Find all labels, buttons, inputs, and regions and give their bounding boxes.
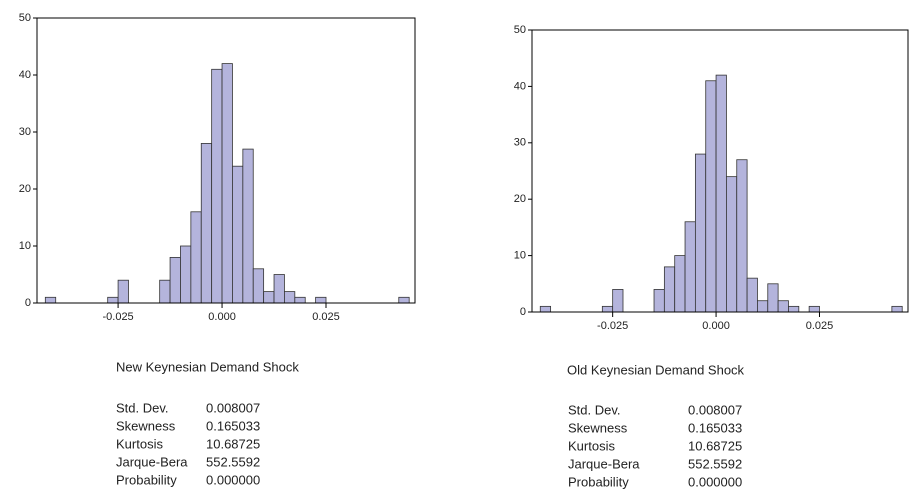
bar xyxy=(653,289,665,313)
chart-title: Old Keynesian Demand Shock xyxy=(567,362,745,377)
stat-value: 0.165033 xyxy=(688,420,742,435)
bar xyxy=(788,305,800,313)
x-tick-label: 0.025 xyxy=(806,320,834,332)
stat-value: 552.5592 xyxy=(206,454,260,469)
bar xyxy=(891,305,903,313)
bar xyxy=(242,148,254,304)
y-tick-label: 20 xyxy=(514,193,526,205)
x-tick-label: -0.025 xyxy=(102,311,133,323)
stat-value: 0.165033 xyxy=(206,418,260,433)
stat-value: 0.008007 xyxy=(206,400,260,415)
y-tick-label: 10 xyxy=(514,250,526,262)
y-tick-label: 20 xyxy=(19,183,31,195)
bar xyxy=(684,221,696,313)
stat-label: Std. Dev. xyxy=(568,402,621,417)
bar xyxy=(777,300,789,313)
stat-label: Jarque-Bera xyxy=(568,456,640,471)
x-tick-label: 0.025 xyxy=(312,311,340,323)
bar xyxy=(252,268,265,304)
stat-value: 0.008007 xyxy=(688,402,742,417)
bar xyxy=(221,63,233,304)
bar xyxy=(736,159,748,313)
bar xyxy=(315,296,327,304)
bar xyxy=(273,274,285,304)
stat-label: Skewness xyxy=(116,418,176,433)
y-tick-label: 40 xyxy=(514,80,526,92)
bar xyxy=(601,305,614,313)
stat-label: Probability xyxy=(116,472,177,487)
bar xyxy=(767,283,779,313)
bar xyxy=(44,296,57,304)
bar xyxy=(694,153,707,313)
chart-title: New Keynesian Demand Shock xyxy=(116,359,299,374)
y-tick-label: 0 xyxy=(520,306,526,318)
bar xyxy=(808,305,820,313)
stat-value: 10.68725 xyxy=(688,438,742,453)
bar xyxy=(757,300,769,313)
stat-label: Jarque-Bera xyxy=(116,454,188,469)
bar xyxy=(705,80,717,313)
bar xyxy=(107,296,119,304)
bar xyxy=(539,305,552,313)
stat-value: 0.000000 xyxy=(688,474,742,489)
stat-value: 0.000000 xyxy=(206,472,260,487)
bar xyxy=(284,291,296,304)
bar xyxy=(180,245,192,304)
stat-label: Kurtosis xyxy=(568,438,615,453)
plot-frame xyxy=(531,29,909,313)
stat-label: Std. Dev. xyxy=(116,400,169,415)
bar xyxy=(232,165,244,304)
bar xyxy=(674,255,686,313)
y-tick-label: 50 xyxy=(514,24,526,36)
y-tick-label: 30 xyxy=(514,137,526,149)
bar xyxy=(726,176,738,313)
bar xyxy=(190,211,202,304)
x-tick-label: 0.000 xyxy=(208,311,236,323)
bar xyxy=(211,68,223,304)
y-tick-label: 40 xyxy=(19,69,31,81)
bar xyxy=(200,142,213,304)
bar xyxy=(612,289,624,313)
bar xyxy=(117,279,129,304)
y-tick-label: 10 xyxy=(19,240,31,252)
x-tick-label: -0.025 xyxy=(597,320,628,332)
bar xyxy=(663,266,676,313)
stat-label: Skewness xyxy=(568,420,628,435)
y-tick-label: 0 xyxy=(25,297,31,309)
bar xyxy=(294,296,306,304)
bar xyxy=(159,279,171,304)
stat-label: Probability xyxy=(568,474,629,489)
y-tick-label: 30 xyxy=(19,126,31,138)
plot-frame xyxy=(36,17,416,304)
y-tick-label: 50 xyxy=(19,12,31,24)
stat-value: 552.5592 xyxy=(688,456,742,471)
stat-label: Kurtosis xyxy=(116,436,163,451)
bar xyxy=(169,256,181,304)
x-tick-label: 0.000 xyxy=(702,320,730,332)
bar xyxy=(398,296,410,304)
stat-value: 10.68725 xyxy=(206,436,260,451)
bar xyxy=(746,277,758,313)
bar xyxy=(263,291,275,304)
bar xyxy=(715,74,727,313)
